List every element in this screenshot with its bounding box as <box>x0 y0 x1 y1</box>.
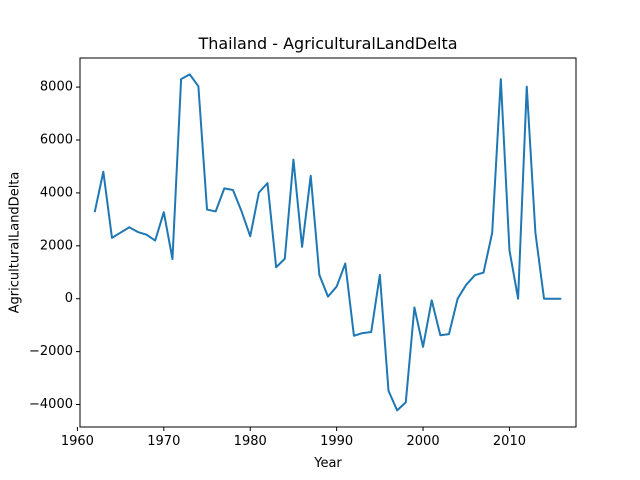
plot-area <box>93 73 562 412</box>
x-axis-ticks: 1960 1970 1980 1990 2000 2010 <box>61 427 526 449</box>
x-tick-label: 1980 <box>234 434 267 449</box>
y-tick-label: −2000 <box>29 344 73 359</box>
axes-frame <box>79 57 577 428</box>
x-tick-label: 2010 <box>493 434 526 449</box>
y-axis-ticks: −4000 −2000 0 2000 4000 6000 8000 <box>29 80 80 412</box>
y-axis-label: AgriculturalLandDelta <box>8 172 23 314</box>
x-tick-label: 2000 <box>407 434 440 449</box>
y-tick-label: 6000 <box>40 133 73 148</box>
x-tick-label: 1990 <box>320 434 353 449</box>
y-tick-label: 4000 <box>40 185 73 200</box>
y-tick-label: 8000 <box>40 80 73 95</box>
x-axis-label: Year <box>313 456 342 471</box>
x-tick-label: 1970 <box>147 434 180 449</box>
series-line <box>93 73 562 412</box>
y-tick-label: 2000 <box>40 238 73 253</box>
x-tick-label: 1960 <box>61 434 94 449</box>
y-tick-label: −4000 <box>29 397 73 412</box>
y-tick-label: 0 <box>65 291 73 306</box>
chart-title: Thailand - AgriculturalLandDelta <box>197 34 457 53</box>
